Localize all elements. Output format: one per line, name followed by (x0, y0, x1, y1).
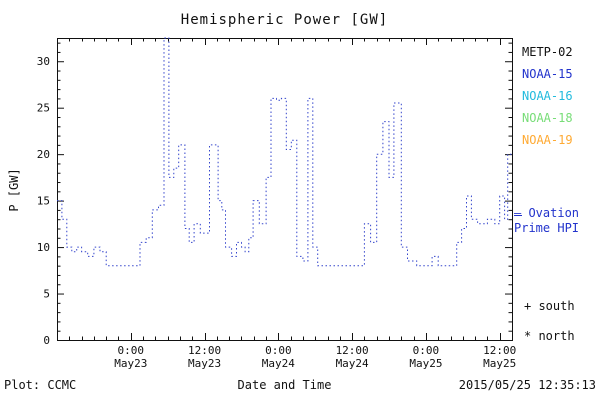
x-tick-date-label: May23 (188, 357, 221, 370)
x-tick-time-label: 0:00 (118, 344, 145, 357)
ovation-note-line1: — Ovation (514, 206, 580, 220)
x-tick-time-label: 12:00 (336, 344, 369, 357)
x-tick-date-label: May25 (483, 357, 516, 370)
y-tick-label: 25 (37, 102, 50, 115)
plot-frame (57, 38, 513, 341)
y-tick-label: 5 (43, 288, 50, 301)
legend-item-noaa-18: NOAA-18 (522, 111, 573, 125)
x-tick-time-label: 12:00 (483, 344, 516, 357)
ovation-note-line2: Prime HPI (514, 221, 580, 235)
x-tick-time-label: 0:00 (413, 344, 440, 357)
y-tick-label: 30 (37, 55, 50, 68)
x-tick-date-label: May23 (114, 357, 147, 370)
x-tick-time-label: 12:00 (188, 344, 221, 357)
legend-item-noaa-19: NOAA-19 (522, 133, 573, 147)
x-axis-label: Date and Time (237, 378, 332, 392)
data-series-line (57, 37, 512, 267)
plot-source-label: Plot: CCMC (4, 378, 77, 392)
y-tick-label: 15 (37, 195, 50, 208)
x-tick-date-label: May24 (336, 357, 369, 370)
timestamp-label: 2015/05/25 12:35:13 (458, 378, 596, 392)
legend-item-noaa-16: NOAA-16 (522, 89, 573, 103)
x-tick-time-label: 0:00 (265, 344, 292, 357)
x-tick-date-label: May24 (262, 357, 295, 370)
y-tick-label: 0 (43, 334, 50, 347)
y-tick-label: 20 (37, 148, 50, 161)
chart-title: Hemispheric Power [GW] (180, 12, 389, 28)
y-tick-label: 10 (37, 241, 50, 254)
legend-item-metp-02: METP-02 (522, 45, 573, 59)
ovation-prime-note: — Ovation Prime HPI (514, 206, 579, 236)
x-tick-date-label: May25 (409, 357, 442, 370)
legend-item-noaa-15: NOAA-15 (522, 67, 573, 81)
satellite-legend: METP-02 NOAA-15 NOAA-16 NOAA-18 NOAA-19 (522, 46, 573, 156)
south-marker-label: + south (524, 299, 575, 313)
north-marker-label: * north (524, 329, 575, 343)
